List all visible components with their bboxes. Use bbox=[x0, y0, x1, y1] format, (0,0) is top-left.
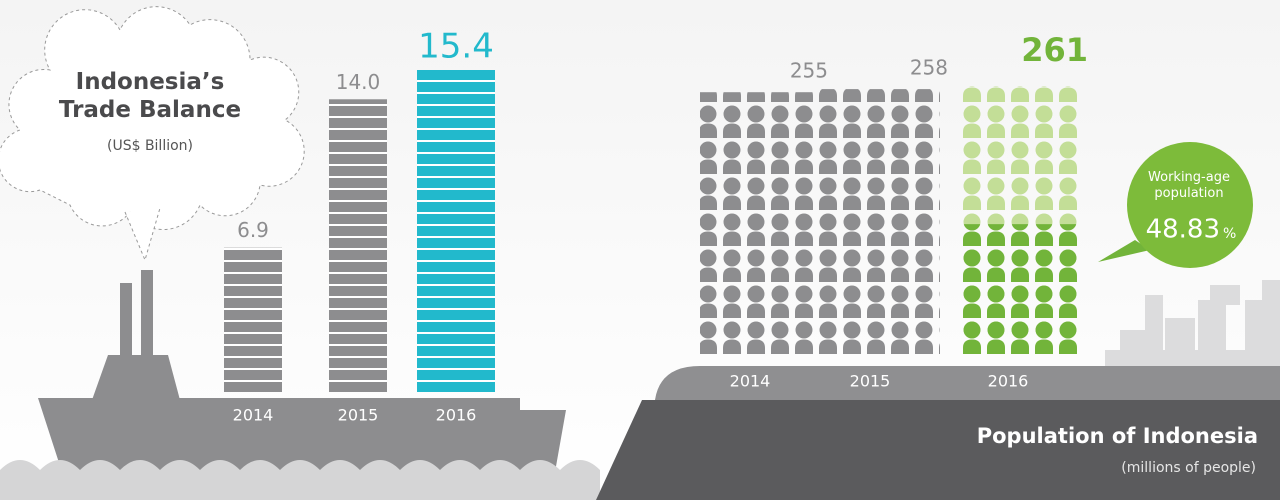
working-age-portion bbox=[958, 224, 1078, 356]
value-label: 258 bbox=[910, 56, 948, 80]
bar-stripes bbox=[329, 99, 387, 392]
pictogram-column bbox=[700, 92, 820, 356]
working-age-value: 48.83 bbox=[1146, 215, 1220, 245]
chart-title: Population of Indonesia bbox=[977, 424, 1258, 448]
chart-subtitle: (US$ Billion) bbox=[106, 138, 194, 154]
cloud-tail bbox=[124, 207, 161, 262]
chart-title: Indonesia’s Trade Balance bbox=[58, 69, 242, 123]
pictogram-column bbox=[820, 89, 940, 356]
chimney bbox=[120, 283, 132, 363]
ground bbox=[655, 366, 1280, 402]
value-label: 255 bbox=[790, 59, 828, 83]
ground-slab bbox=[596, 400, 1280, 500]
waves bbox=[0, 460, 600, 500]
ship-cabin bbox=[92, 355, 180, 400]
bar-stripes bbox=[417, 70, 495, 392]
chimney bbox=[141, 270, 153, 363]
value-label: 261 bbox=[1021, 31, 1088, 69]
working-age-label: Working-age population bbox=[1148, 170, 1230, 201]
bubble-tail bbox=[1098, 240, 1150, 262]
working-age-unit: % bbox=[1223, 226, 1236, 242]
x-tick-label: 2016 bbox=[988, 372, 1029, 391]
thought-cloud bbox=[0, 6, 305, 231]
x-tick-label: 2016 bbox=[436, 406, 477, 425]
value-label: 14.0 bbox=[336, 70, 381, 94]
bar-stripes bbox=[224, 247, 282, 392]
value-label: 15.4 bbox=[418, 27, 494, 67]
city-skyline bbox=[1105, 280, 1280, 370]
x-tick-label: 2014 bbox=[730, 372, 771, 391]
chart-subtitle: (millions of people) bbox=[1121, 460, 1256, 476]
bubble bbox=[1127, 142, 1253, 268]
x-tick-label: 2014 bbox=[233, 406, 274, 425]
ship-hull bbox=[38, 398, 566, 472]
x-tick-label: 2015 bbox=[338, 406, 379, 425]
value-label: 6.9 bbox=[237, 218, 269, 242]
x-tick-label: 2015 bbox=[850, 372, 891, 391]
